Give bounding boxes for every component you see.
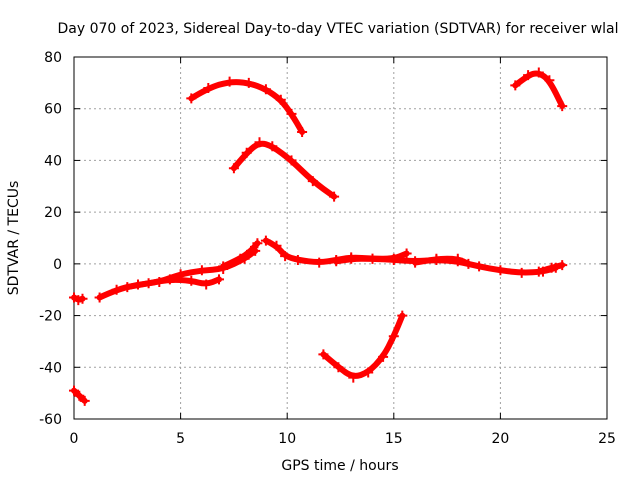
data-point-marker (297, 127, 308, 137)
data-point-marker (431, 253, 442, 264)
series-arc-10 (412, 255, 472, 267)
data-point-marker (318, 349, 329, 360)
data-point-marker (314, 257, 325, 268)
data-point-marker (378, 351, 389, 362)
data-point-marker (94, 292, 105, 303)
series-arc-6 (188, 79, 306, 135)
data-point-marker (196, 265, 207, 276)
data-point-marker (348, 372, 359, 383)
data-point-marker (224, 76, 235, 87)
data-point-marker (186, 275, 197, 286)
data-point-marker (331, 256, 342, 267)
data-point-marker (203, 83, 214, 93)
data-point-marker (397, 310, 408, 321)
data-point-marker (307, 176, 318, 187)
data-point-marker (388, 255, 399, 265)
x-tick-label: 15 (385, 431, 403, 447)
data-point-marker (111, 284, 122, 295)
data-point-marker (254, 137, 265, 148)
x-axis-label: GPS time / hours (281, 458, 398, 474)
data-point-marker (557, 260, 568, 271)
x-tick-label: 0 (70, 431, 79, 447)
series-arc-5 (220, 240, 261, 270)
data-point-marker (329, 191, 340, 202)
y-tick-label: -60 (39, 412, 62, 428)
series-arc-12 (512, 70, 566, 110)
data-point-marker (260, 235, 271, 246)
data-point-marker (495, 265, 506, 276)
data-point-marker (252, 238, 263, 249)
y-axis-label: SDTVAR / TECUs (6, 181, 22, 296)
data-point-marker (346, 253, 357, 264)
data-point-marker (286, 108, 297, 119)
data-point-marker (218, 261, 229, 272)
data-point-marker (280, 251, 291, 262)
data-point-marker (533, 67, 544, 78)
data-point-marker (164, 274, 175, 285)
data-point-marker (333, 362, 344, 373)
x-tick-label: 25 (598, 431, 616, 447)
data-point-marker (544, 75, 555, 86)
data-point-marker (410, 257, 421, 268)
y-tick-label: 40 (44, 153, 62, 169)
data-point-marker (275, 94, 286, 105)
data-point-marker (246, 245, 256, 256)
data-point-marker (186, 93, 197, 104)
data-point-marker (69, 385, 79, 396)
data-point-marker (201, 279, 212, 290)
y-tick-label: -20 (39, 309, 62, 325)
data-point-marker (388, 331, 399, 342)
plot-frame (73, 56, 608, 420)
x-tick-label: 5 (176, 431, 185, 447)
x-tick-label: 20 (491, 431, 509, 447)
y-tick-label: 80 (44, 50, 62, 66)
data-point-marker (122, 282, 133, 293)
data-point-marker (516, 267, 527, 278)
data-point-marker (214, 274, 224, 285)
axis-ticks: 0 5 10 15 20 25 -60 -40 -20 0 20 40 60 80 (39, 50, 616, 447)
data-point-marker (463, 258, 474, 269)
data-point-marker (533, 266, 544, 277)
data-point-marker (74, 390, 85, 401)
data-point-marker (292, 255, 303, 265)
data-point-marker (228, 163, 239, 174)
y-tick-label: 0 (53, 257, 62, 273)
data-point-marker (523, 70, 534, 81)
data-point-marker (79, 395, 90, 406)
data-point-marker (474, 261, 485, 272)
data-point-marker (77, 293, 88, 304)
data-point-marker (363, 367, 374, 378)
data-point-marker (235, 253, 246, 264)
chart-title: Day 070 of 2023, Sidereal Day-to-day VTE… (57, 21, 618, 37)
x-tick-label: 10 (278, 431, 296, 447)
data-point-marker (367, 253, 378, 264)
data-point-marker (260, 84, 271, 95)
data-point-marker (271, 240, 282, 251)
data-point-marker (546, 262, 557, 273)
grid-lines (74, 57, 607, 419)
data-point-marker (267, 141, 278, 152)
data-point-marker (510, 80, 521, 91)
data-point-marker (143, 278, 154, 289)
y-tick-label: 20 (44, 205, 62, 221)
data-point-marker (452, 253, 463, 264)
data-layer (69, 67, 568, 406)
data-point-marker (243, 77, 254, 88)
data-point-marker (286, 155, 297, 166)
data-point-marker (241, 147, 252, 158)
y-tick-label: -40 (39, 360, 62, 376)
series-arc-7 (230, 140, 338, 200)
y-tick-label: 60 (44, 102, 62, 118)
data-point-marker (401, 248, 412, 259)
data-point-marker (557, 101, 568, 112)
